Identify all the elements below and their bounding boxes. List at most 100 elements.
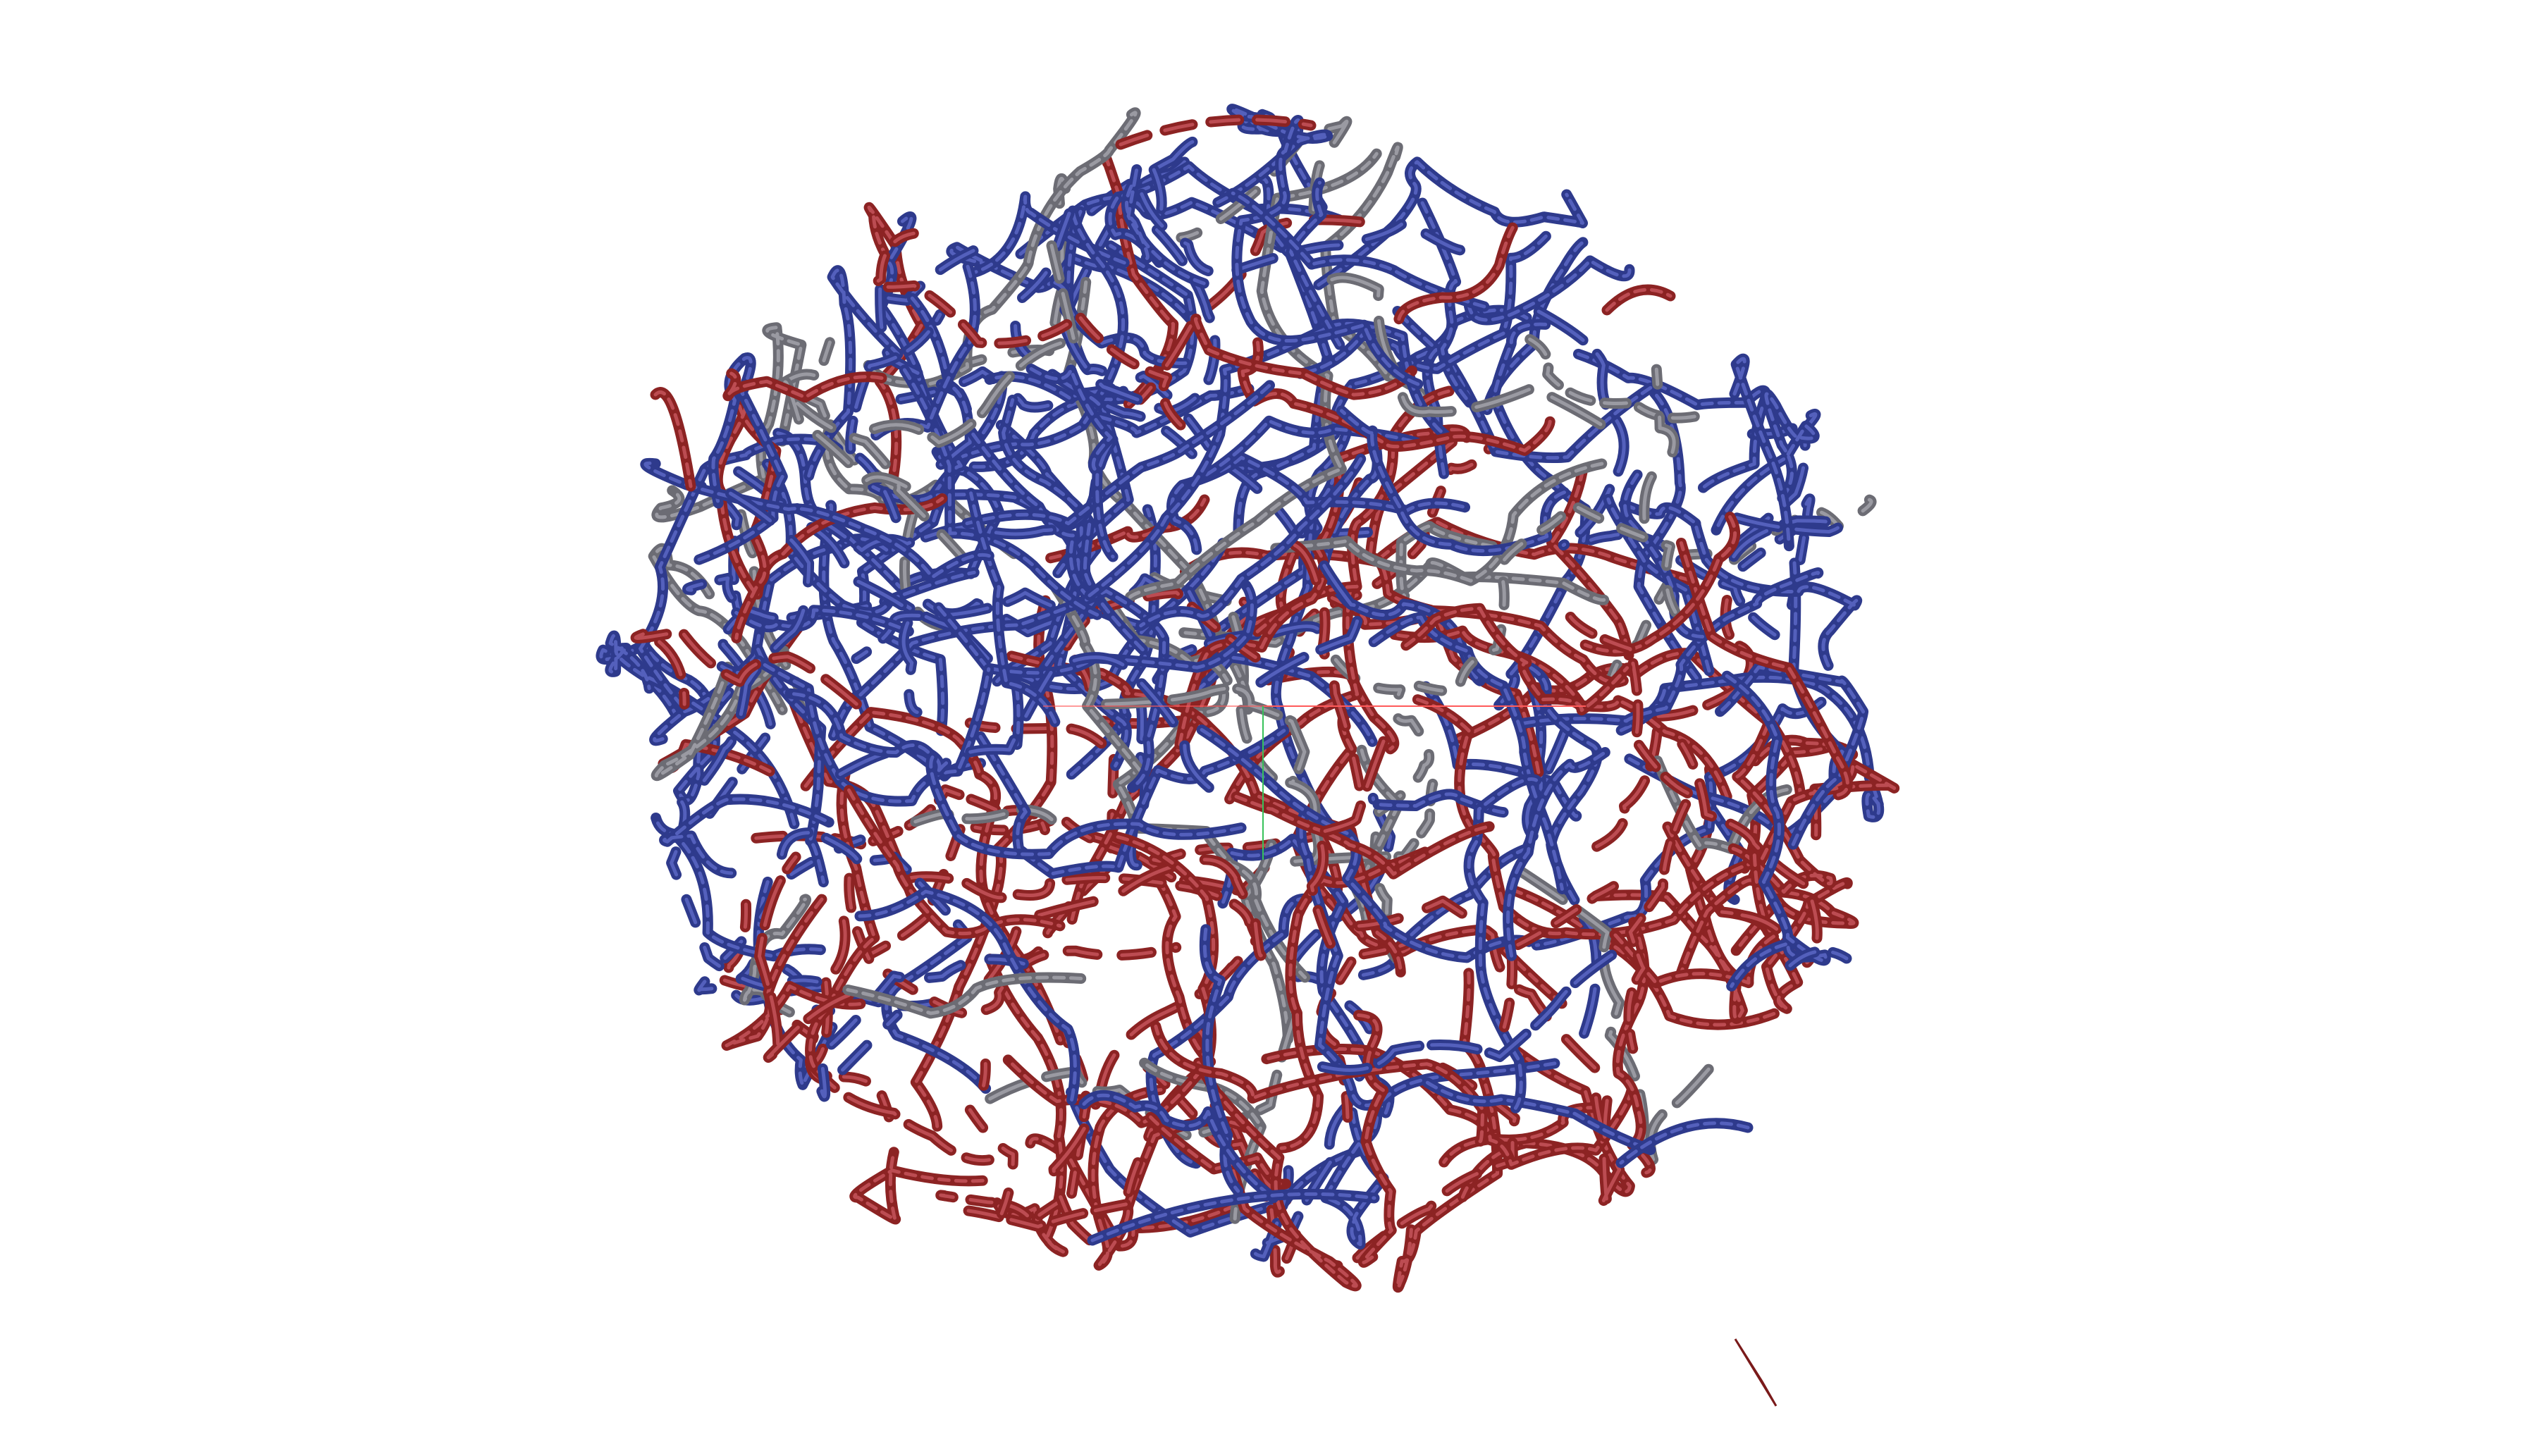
backbone-tube-highlight <box>1528 338 1708 420</box>
backbone-tube-highlight <box>803 710 1062 1042</box>
backbone-tube-highlight <box>1534 700 1823 947</box>
backbone-tube-highlight <box>1298 234 1548 376</box>
backbone-tube-highlight <box>1727 513 1842 559</box>
backbone-tube-highlight <box>872 244 1076 445</box>
backbone-tube-highlight <box>1119 118 1313 147</box>
backbone-tube-highlight <box>1718 665 1866 846</box>
backbone-tube-highlight <box>788 691 1243 856</box>
backbone-tube-highlight <box>1066 209 1188 365</box>
backbone-tube-highlight <box>1002 398 1145 652</box>
backbone-tube-highlight <box>846 975 1083 1016</box>
backbone-tube-highlight <box>1052 889 1260 1252</box>
backbone-tube-highlight <box>879 215 963 495</box>
backbone-tube-highlight <box>1221 837 1391 1115</box>
backbone-tube-red <box>1306 736 1389 949</box>
backbone-tube-highlight <box>643 461 991 579</box>
backbone-tube-highlight <box>1502 874 1628 1029</box>
backbone-tube-highlight <box>670 800 839 993</box>
backbone-tube-highlight <box>1200 728 1531 960</box>
backbone-tube-highlight <box>756 648 825 884</box>
backbone-tube-highlight <box>858 889 1077 1102</box>
backbone-tube-highlight <box>1399 524 1495 598</box>
backbone-tube-highlight <box>780 831 967 934</box>
backbone-tube-highlight <box>811 919 991 1163</box>
backbone-tube-highlight <box>853 1150 985 1221</box>
backbone-tube-highlight <box>1202 927 1240 1193</box>
backbone-tube-highlight <box>1372 615 1564 891</box>
mouse-pointer-icon <box>1734 1338 1778 1407</box>
backbone-tube-highlight <box>1125 168 1206 285</box>
backbone-tube-highlight <box>1417 502 1687 693</box>
backbone-tube-highlight <box>1741 497 1812 615</box>
backbone-tube-highlight <box>937 584 1254 675</box>
backbone-tube-highlight <box>1415 698 1760 937</box>
backbone-tube-highlight <box>1333 658 1431 960</box>
backbone-tube-highlight <box>1357 1013 1393 1264</box>
backbone-tube-highlight <box>874 231 1183 427</box>
backbone-tube-highlight <box>1506 751 1607 958</box>
backbone-tube-highlight <box>969 491 1057 724</box>
backbone-tube-highlight <box>1234 794 1491 876</box>
backbone-tube-highlight <box>1376 792 1505 815</box>
backbone-tube-highlight <box>987 858 1263 982</box>
backbone-tube-highlight <box>1259 560 1361 684</box>
backbone-tube-highlight <box>978 729 1286 876</box>
backbone-tube-highlight <box>1193 316 1414 397</box>
backbone-tube-highlight <box>782 380 966 560</box>
backbone-tube-highlight <box>1108 164 1341 264</box>
backbone-tube-highlight <box>999 423 1098 746</box>
backbone-tube-highlight <box>1619 1121 1750 1165</box>
backbone-tube-highlight <box>1231 191 1486 309</box>
backbone-tube-highlight <box>1009 654 1403 974</box>
backbone-tube-highlight <box>1357 899 1622 1215</box>
backbone-tube-highlight <box>776 431 1002 589</box>
backbone-tube-gray <box>1524 334 1711 424</box>
backbone-tube-highlight <box>1605 288 1672 312</box>
backbone-tube-highlight <box>1182 561 1606 645</box>
backbone-tube-highlight <box>1139 457 1363 628</box>
backbone-tube-highlight <box>1680 763 1897 975</box>
backbone-tube-highlight <box>1104 156 1176 406</box>
backbone-tube-highlight <box>1029 367 1115 559</box>
backbone-tube-highlight <box>1665 825 1849 1011</box>
backbone-tube-highlight <box>1240 117 1324 209</box>
backbone-tube-highlight <box>663 797 831 875</box>
backbone-tube-highlight <box>1622 502 1859 667</box>
backbone-tube-highlight <box>1181 655 1374 744</box>
backbone-tube-highlight <box>1397 226 1515 321</box>
backbone-tube-highlight <box>968 1062 1015 1230</box>
backbone-tube-highlight <box>1522 571 1820 725</box>
backbone-tube-highlight <box>1330 596 1625 684</box>
backbone-tube-highlight <box>634 629 858 706</box>
backbone-tube-highlight <box>1320 953 1614 1072</box>
backbone-tube-highlight <box>939 1023 1088 1223</box>
backbone-tube-highlight <box>694 491 811 794</box>
backbone-tube-highlight <box>1578 532 1777 637</box>
backbone-tube-highlight <box>758 855 851 1060</box>
backbone-tube-highlight <box>1550 468 1631 658</box>
backbone-tube-highlight <box>1196 1061 1358 1288</box>
backbone-tube-highlight <box>1091 1087 1247 1267</box>
backbone-tube-highlight <box>1679 541 1849 797</box>
backbone-tube-highlight <box>902 368 1099 617</box>
backbone-tube-highlight <box>1404 606 1629 712</box>
backbone-tube-highlight <box>1082 1093 1276 1200</box>
backbone-tube-highlight <box>885 935 988 1090</box>
backbone-tube-highlight <box>1330 276 1622 440</box>
backbone-tube-highlight <box>608 634 796 826</box>
backbone-strands <box>596 104 1900 1293</box>
coordinate-axes <box>1043 705 1586 860</box>
backbone-tube-highlight <box>818 957 1025 1099</box>
backbone-tube-highlight <box>1279 850 1427 1150</box>
backbone-tube-highlight <box>725 897 863 1047</box>
backbone-tube-highlight <box>1467 777 1539 1110</box>
backbone-tube-highlight <box>968 721 1116 963</box>
backbone-tube-highlight <box>1788 949 1849 968</box>
backbone-tube-highlight <box>1568 615 1692 1051</box>
backbone-tube-highlight <box>871 485 1128 767</box>
backbone-tube-highlight <box>639 437 840 708</box>
backbone-tube-highlight <box>1732 357 1791 548</box>
backbone-tube-highlight <box>832 589 1166 789</box>
